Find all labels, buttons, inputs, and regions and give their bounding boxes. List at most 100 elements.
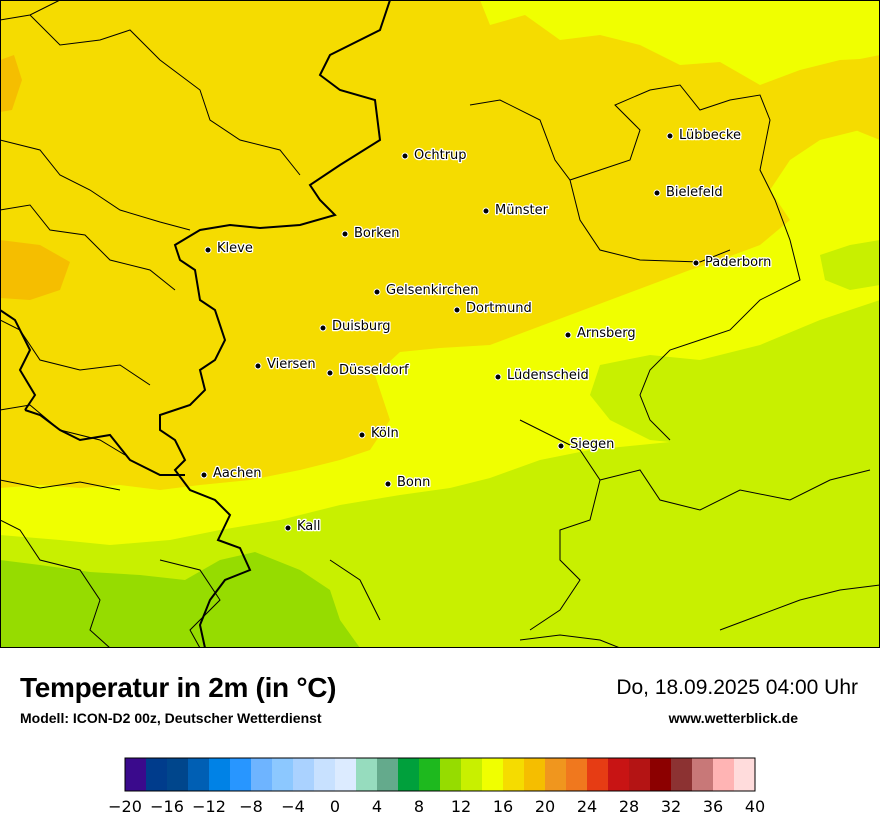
city-bielefeld[interactable]: Bielefeld [653,184,724,201]
svg-text:Kleve: Kleve [217,241,253,256]
legend-swatch [692,758,714,791]
city-kall[interactable]: Kall [284,518,322,535]
legend-tick-label: 40 [745,797,765,816]
legend-swatches [125,758,756,791]
svg-text:Lübbecke: Lübbecke [679,128,741,143]
legend-tick-label: −16 [150,797,184,816]
legend-swatch [188,758,210,791]
legend-swatch [125,758,147,791]
legend-swatch [419,758,441,791]
map-footer: Temperatur in 2m (in °C) Modell: ICON-D2… [0,648,880,830]
legend-tick-label: 12 [451,797,471,816]
city-kleve[interactable]: Kleve [204,240,254,257]
color-legend: −20 −16 −12 −8 −4 0 4 8 12 16 20 24 28 32 36 40 [0,750,880,830]
legend-swatch [398,758,420,791]
city-koeln[interactable]: Köln [358,425,400,442]
model-info: Modell: ICON-D2 00z, Deutscher Wetterdie… [20,710,322,726]
svg-text:Lüdenscheid: Lüdenscheid [507,368,589,383]
svg-text:Viersen: Viersen [267,357,316,372]
legend-swatch [608,758,630,791]
legend-swatch [650,758,672,791]
city-markers: Lübbecke Ochtrup Bielefeld Münster Borke… [200,127,773,535]
city-siegen[interactable]: Siegen [557,436,616,453]
legend-tick-label: 32 [661,797,681,816]
website-link[interactable]: www.wetterblick.de [668,710,798,726]
legend-swatch [272,758,294,791]
legend-tick-label: 4 [372,797,382,816]
legend-swatch [461,758,483,791]
city-arnsberg[interactable]: Arnsberg [564,325,637,342]
temperature-field-14-east [590,300,880,445]
city-gelsenkirchen[interactable]: Gelsenkirchen [373,282,480,299]
legend-swatch [566,758,588,791]
svg-text:Siegen: Siegen [570,437,614,452]
legend-tick-label: −8 [239,797,263,816]
svg-text:Gelsenkirchen: Gelsenkirchen [386,283,479,298]
legend-tick-label: −12 [192,797,226,816]
city-aachen[interactable]: Aachen [200,465,263,482]
svg-text:Arnsberg: Arnsberg [577,326,636,341]
legend-swatch [629,758,651,791]
legend-swatch [503,758,525,791]
city-paderborn[interactable]: Paderborn [692,254,773,271]
svg-text:Bielefeld: Bielefeld [666,185,723,200]
legend-tick-label: 8 [414,797,424,816]
forecast-datetime: Do, 18.09.2025 04:00 Uhr [616,676,858,699]
city-duesseldorf[interactable]: Düsseldorf [326,362,410,379]
temperature-field-20-west [0,240,70,300]
temperature-field-20-north [0,55,22,112]
city-bonn[interactable]: Bonn [384,474,432,491]
temperature-field-12-b [200,590,300,648]
svg-text:Borken: Borken [354,226,400,241]
svg-text:Paderborn: Paderborn [705,255,771,270]
legend-tick-label: 16 [493,797,513,816]
svg-text:Ochtrup: Ochtrup [414,148,467,163]
legend-swatch [167,758,189,791]
map-title: Temperatur in 2m (in °C) [20,672,337,703]
legend-tick-label: −20 [108,797,142,816]
svg-text:Münster: Münster [495,203,549,218]
legend-tick-label: 36 [703,797,723,816]
legend-swatch [587,758,609,791]
city-dortmund[interactable]: Dortmund [453,300,533,317]
legend-tick-label: 24 [577,797,597,816]
city-viersen[interactable]: Viersen [254,356,317,373]
legend-tick-label: 0 [330,797,340,816]
legend-swatch [356,758,378,791]
legend-swatch [440,758,462,791]
legend-swatch [209,758,231,791]
temperature-map[interactable]: Lübbecke Ochtrup Bielefeld Münster Borke… [0,0,880,648]
city-ochtrup[interactable]: Ochtrup [401,147,468,164]
svg-text:Kall: Kall [297,519,321,534]
legend-tick-label: −4 [281,797,305,816]
legend-swatch [377,758,399,791]
legend-frame [124,757,756,792]
city-duisburg[interactable]: Duisburg [319,318,392,335]
state-borders [0,0,391,648]
legend-swatch [713,758,735,791]
legend-swatch [293,758,315,791]
legend-swatch [734,758,756,791]
city-luebbecke[interactable]: Lübbecke [666,127,742,144]
temperature-field-18 [0,0,880,490]
temperature-field-18-east [805,55,880,140]
svg-text:Bonn: Bonn [397,475,430,490]
svg-text:Köln: Köln [371,426,399,441]
temperature-field-14-ne [820,240,880,290]
city-muenster[interactable]: Münster [482,202,550,219]
city-luedenscheid[interactable]: Lüdenscheid [494,367,590,384]
svg-text:Aachen: Aachen [213,466,261,481]
svg-text:Dortmund: Dortmund [466,301,532,316]
legend-ticks: −20 −16 −12 −8 −4 0 4 8 12 16 20 24 28 32 36 40 [108,797,765,816]
legend-swatch [524,758,546,791]
legend-swatch [671,758,693,791]
legend-swatch [314,758,336,791]
legend-swatch [146,758,168,791]
legend-tick-label: 20 [535,797,555,816]
city-borken[interactable]: Borken [341,225,401,242]
legend-swatch [230,758,252,791]
svg-text:Duisburg: Duisburg [332,319,391,334]
legend-swatch [545,758,567,791]
legend-swatch [251,758,273,791]
svg-text:Düsseldorf: Düsseldorf [339,363,409,378]
